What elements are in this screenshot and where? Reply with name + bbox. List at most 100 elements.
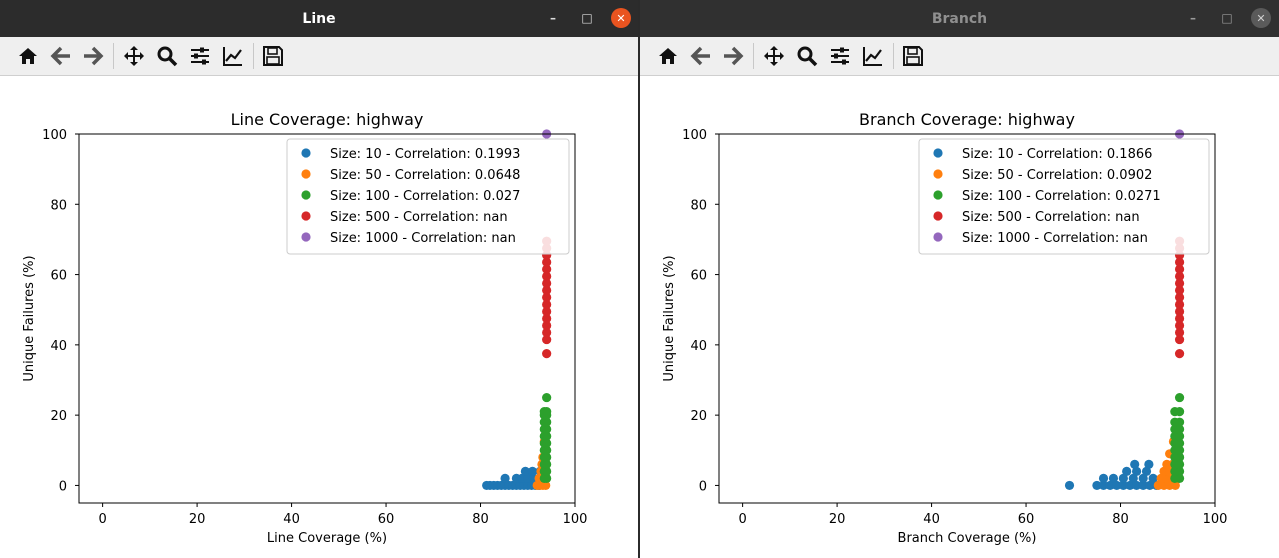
x-tick-label: 80 [472, 512, 489, 527]
data-point [1174, 264, 1185, 274]
data-point [1174, 285, 1185, 295]
data-point [1064, 480, 1075, 491]
x-tick-label: 100 [1203, 512, 1228, 527]
axes-frame [718, 133, 1216, 504]
pan-button[interactable] [763, 45, 785, 67]
x-tick-label: 0 [738, 512, 746, 527]
data-point [520, 466, 531, 476]
forward-button[interactable] [722, 45, 744, 67]
x-axis-label: Line Coverage (%) [267, 531, 387, 546]
data-point [1174, 392, 1185, 403]
toolbar-separator [113, 43, 114, 69]
y-tick-label: 60 [690, 269, 707, 284]
data-point [1122, 466, 1132, 476]
data-point [542, 292, 552, 303]
save-button[interactable] [902, 45, 924, 67]
pan-button[interactable] [123, 45, 145, 67]
configure-subplots-button[interactable] [829, 45, 851, 67]
save-floppy-icon [903, 46, 923, 66]
maximize-button[interactable]: □ [581, 11, 593, 25]
minimize-button[interactable]: – [550, 11, 556, 25]
x-tick-label: 100 [563, 512, 588, 527]
y-tick-label: 20 [50, 409, 67, 424]
branch-coverage-chart: Branch Coverage: highway 0 20 40 60 80 100 0 20 4… [662, 110, 1228, 546]
data-point [1174, 320, 1185, 331]
legend-marker [301, 190, 311, 200]
close-button[interactable]: ✕ [611, 8, 631, 28]
chart-title: Branch Coverage: highway [859, 110, 1075, 129]
data-point [542, 257, 552, 267]
chart-title: Line Coverage: highway [231, 110, 424, 129]
legend-marker [933, 148, 943, 158]
data-point [1174, 407, 1185, 417]
toolbar [640, 37, 1279, 76]
titlebar[interactable]: Line – □ ✕ [0, 0, 638, 37]
legend-marker [933, 232, 943, 242]
minimize-button[interactable]: – [1190, 11, 1196, 25]
legend-label: Size: 500 - Correlation: nan [330, 210, 508, 225]
titlebar[interactable]: Branch – □ ✕ [640, 0, 1279, 37]
line-window: Line – □ ✕ Line Coverage: highway 0 20 40 60… [0, 0, 638, 558]
data-point [1174, 431, 1185, 441]
back-button[interactable] [50, 45, 72, 67]
legend-marker [933, 211, 943, 221]
data-point [1174, 292, 1185, 303]
data-point [542, 271, 552, 281]
home-button[interactable] [17, 45, 39, 67]
data-point [1170, 480, 1180, 491]
back-button[interactable] [690, 45, 712, 67]
data-point [542, 452, 552, 462]
save-button[interactable] [262, 45, 284, 67]
data-point [1174, 445, 1185, 455]
toolbar-separator [893, 43, 894, 69]
data-point [541, 480, 551, 491]
data-point [542, 407, 552, 417]
forward-arrow-icon [84, 46, 104, 66]
save-floppy-icon [263, 46, 283, 66]
data-point [1092, 480, 1102, 491]
maximize-button[interactable]: □ [1221, 11, 1233, 25]
forward-button[interactable] [82, 45, 104, 67]
zoom-button[interactable] [796, 45, 818, 67]
legend: Size: 10 - Correlation: 0.1866 Size: 50 -… [918, 138, 1210, 255]
legend-label: Size: 1000 - Correlation: nan [962, 231, 1148, 246]
configure-subplots-icon [191, 47, 209, 65]
data-point [542, 313, 552, 324]
edit-axes-button[interactable] [862, 45, 884, 67]
legend-label: Size: 100 - Correlation: 0.0271 [962, 189, 1161, 204]
legend-box [286, 138, 570, 255]
data-point [1174, 271, 1185, 281]
x-tick-label: 60 [1018, 512, 1035, 527]
configure-subplots-button[interactable] [189, 45, 211, 67]
zoom-magnifier-icon [157, 46, 178, 67]
x-axis-label: Branch Coverage (%) [898, 531, 1037, 546]
data-point [1138, 480, 1148, 491]
y-axis-label: Unique Failures (%) [662, 255, 677, 381]
y-tick-label: 20 [690, 409, 707, 424]
data-point [1174, 466, 1185, 476]
zoom-button[interactable] [156, 45, 178, 67]
data-point [542, 466, 552, 476]
y-tick-label: 80 [690, 198, 707, 213]
data-point [1141, 466, 1152, 476]
data-point [1098, 473, 1109, 483]
data-point [1144, 459, 1154, 469]
edit-axes-button[interactable] [222, 45, 244, 67]
legend-label: Size: 1000 - Correlation: nan [330, 231, 516, 246]
legend-marker [301, 232, 311, 242]
home-button[interactable] [657, 45, 679, 67]
close-button[interactable]: ✕ [1251, 8, 1271, 28]
y-tick-label: 40 [690, 339, 707, 354]
legend-label: Size: 10 - Correlation: 0.1866 [962, 147, 1152, 162]
toolbar [0, 37, 638, 76]
window-title: Branch [931, 10, 988, 27]
data-point [542, 264, 552, 274]
line-coverage-chart: Line Coverage: highway 0 20 40 60 80 100 0 20 40 6… [22, 110, 588, 546]
data-point [1108, 473, 1119, 483]
x-tick-label: 0 [98, 512, 106, 527]
y-tick-label: 80 [50, 198, 67, 213]
data-point [1131, 480, 1142, 491]
data-point [1125, 480, 1135, 491]
data-point [1128, 473, 1138, 483]
y-tick-label: 100 [42, 128, 67, 143]
